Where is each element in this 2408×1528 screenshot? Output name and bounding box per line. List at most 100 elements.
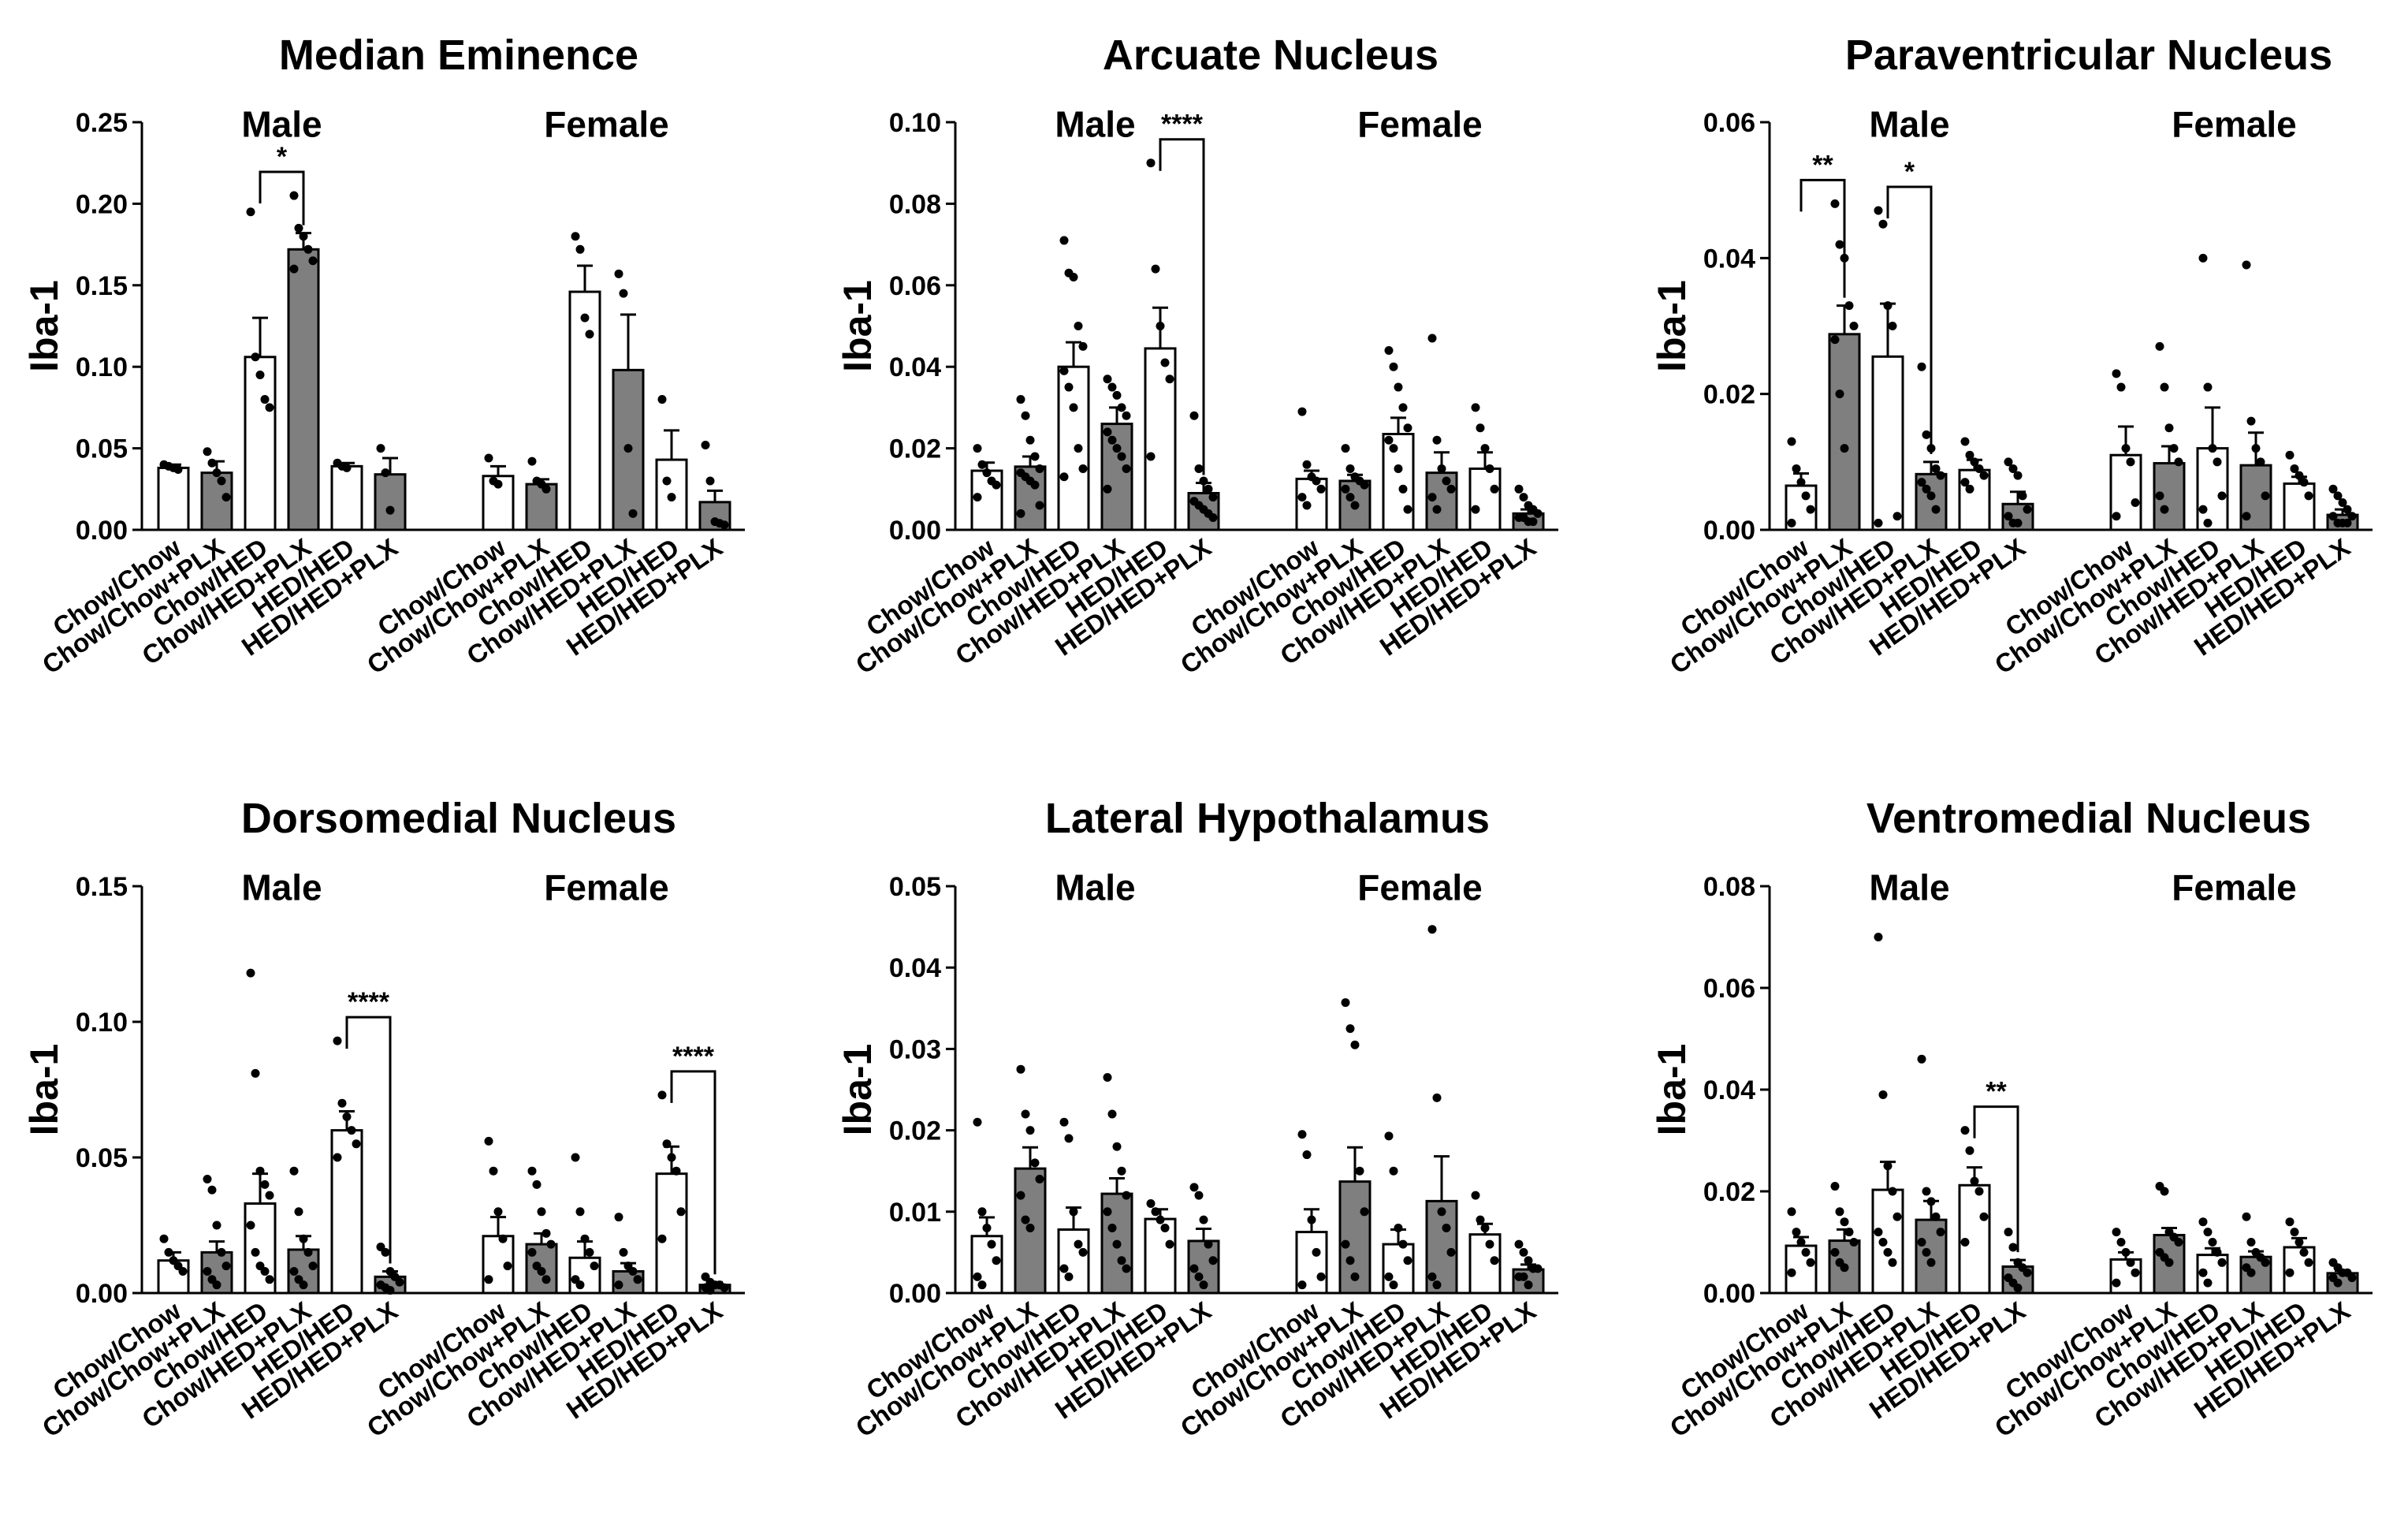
data-point xyxy=(1922,484,1931,494)
significance-label: **** xyxy=(348,987,390,1017)
data-point xyxy=(246,207,255,217)
data-point xyxy=(1016,509,1025,518)
data-point xyxy=(260,1180,270,1189)
data-point xyxy=(265,403,274,412)
chart-title: Arcuate Nucleus xyxy=(1103,32,1438,79)
significance-label: **** xyxy=(672,1042,715,1071)
data-point xyxy=(484,453,493,463)
data-point xyxy=(1432,1280,1442,1290)
data-point xyxy=(1208,493,1218,502)
data-point xyxy=(1199,1215,1208,1224)
data-point xyxy=(542,484,551,494)
bar xyxy=(1425,471,1458,531)
data-point xyxy=(1844,301,1854,311)
data-point xyxy=(1297,493,1307,502)
data-point xyxy=(2164,423,2174,433)
data-point xyxy=(2203,382,2213,392)
data-point xyxy=(2155,491,2164,501)
data-point xyxy=(662,476,672,486)
significance-bracket xyxy=(670,1070,716,1275)
data-point xyxy=(1389,362,1398,371)
data-point xyxy=(1936,471,1945,480)
data-point xyxy=(289,264,299,274)
data-point xyxy=(246,1221,255,1230)
data-point xyxy=(982,1223,992,1232)
data-point xyxy=(2256,457,2265,467)
bar xyxy=(1382,433,1415,531)
chart-title: Median Eminence xyxy=(279,32,638,79)
data-point xyxy=(2328,484,2338,494)
data-point xyxy=(2304,1258,2313,1267)
data-point xyxy=(1427,334,1437,343)
significance-bracket xyxy=(345,1016,392,1264)
data-point xyxy=(1302,1150,1312,1160)
data-point xyxy=(1156,322,1165,330)
data-point xyxy=(251,352,260,362)
y-tick-label: 0.04 xyxy=(1703,244,1755,274)
y-tick-label: 0.00 xyxy=(76,1279,128,1309)
data-point xyxy=(1345,464,1355,473)
bar xyxy=(1057,365,1090,531)
group-label: Female xyxy=(2172,104,2297,145)
data-point xyxy=(493,479,503,489)
data-point xyxy=(542,1228,551,1238)
data-point xyxy=(1960,1126,1970,1135)
data-point xyxy=(2121,444,2131,453)
data-point xyxy=(1389,1280,1398,1290)
data-point xyxy=(571,1153,580,1162)
data-point xyxy=(1960,1238,1970,1247)
data-point xyxy=(1835,240,1844,249)
y-tick-label: 0.00 xyxy=(889,1279,941,1309)
data-point xyxy=(2198,253,2208,263)
data-point xyxy=(1787,1207,1796,1217)
data-point xyxy=(1888,1187,1897,1196)
data-point xyxy=(1307,1215,1316,1224)
data-point xyxy=(1103,484,1112,494)
data-point xyxy=(203,1175,212,1184)
data-point xyxy=(2174,457,2183,467)
data-point xyxy=(1840,444,1849,453)
data-point xyxy=(294,223,303,233)
data-point xyxy=(1384,1272,1394,1281)
data-point xyxy=(207,458,217,468)
data-point xyxy=(1122,411,1131,420)
y-tick-label: 0.06 xyxy=(1703,974,1755,1004)
data-point xyxy=(1849,322,1859,330)
data-point xyxy=(1883,1247,1893,1257)
data-point xyxy=(628,1266,638,1276)
data-point xyxy=(207,1185,217,1194)
data-point xyxy=(1960,437,1970,446)
data-point xyxy=(2304,491,2313,501)
data-point xyxy=(289,1266,299,1276)
data-point xyxy=(1107,382,1117,392)
data-point xyxy=(498,1234,508,1243)
data-point xyxy=(1345,493,1355,502)
data-point xyxy=(2004,1228,2013,1237)
y-tick-label: 0.04 xyxy=(889,352,941,382)
data-point xyxy=(1297,1130,1307,1139)
data-point xyxy=(1936,1228,1945,1237)
data-point xyxy=(1931,505,1941,514)
data-point xyxy=(1840,1263,1849,1273)
significance-label: * xyxy=(1904,157,1915,187)
data-point xyxy=(1112,1142,1122,1151)
data-point xyxy=(255,371,265,380)
data-point xyxy=(1480,1223,1490,1232)
data-point xyxy=(1312,1247,1321,1257)
data-point xyxy=(1107,1223,1117,1232)
y-tick-label: 0.10 xyxy=(889,108,941,138)
data-point xyxy=(1917,362,1926,371)
bar xyxy=(1871,1188,1904,1295)
data-point xyxy=(2013,1284,2023,1293)
data-point xyxy=(1849,1238,1859,1247)
data-point xyxy=(1117,1166,1126,1176)
data-point xyxy=(1893,512,1902,521)
data-point xyxy=(1970,457,1979,467)
y-tick-label: 0.08 xyxy=(889,189,941,219)
group-label: Female xyxy=(1357,104,1483,145)
data-point xyxy=(1030,480,1040,490)
y-axis-label: Iba-1 xyxy=(1650,1044,1694,1136)
y-tick-label: 0.08 xyxy=(1703,872,1755,902)
data-point xyxy=(1931,464,1941,473)
data-point xyxy=(1025,1126,1035,1135)
